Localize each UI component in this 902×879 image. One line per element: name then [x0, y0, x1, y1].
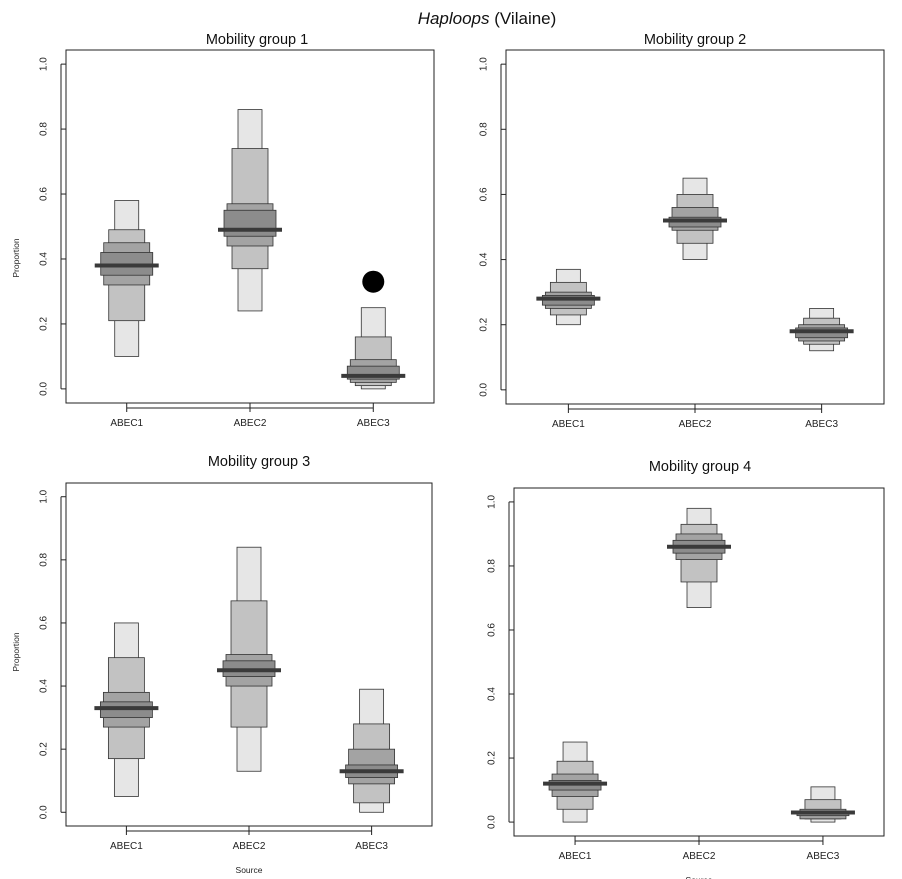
- y-tick-label: 0.2: [39, 317, 50, 331]
- y-tick-label: 0.2: [479, 317, 490, 331]
- y-tick-label: 0.6: [487, 623, 498, 637]
- x-tick-label: ABEC3: [357, 418, 390, 429]
- box-ABEC3: [790, 786, 855, 823]
- box-ABEC1: [94, 622, 159, 797]
- x-tick-label: ABEC3: [355, 841, 388, 852]
- y-tick-label: 0.0: [39, 381, 50, 395]
- box-ABEC1: [536, 268, 601, 326]
- observed-point: [362, 270, 385, 293]
- y-tick-label: 0.8: [479, 122, 490, 136]
- panel-1: Mobility group 1 0.0 0.2 0.4 0.6 0.8 1.0 Propor…: [11, 32, 435, 429]
- y-tick-label: 0.6: [39, 616, 50, 630]
- box-ABEC2: [218, 109, 282, 312]
- y-axis-label: Proportion: [11, 632, 21, 671]
- y-tick-label: 1.0: [487, 495, 498, 509]
- box-ABEC3: [341, 307, 406, 390]
- x-tick-label: ABEC2: [233, 841, 266, 852]
- y-tick-label: 0.8: [487, 559, 498, 573]
- box-ABEC2: [217, 546, 281, 772]
- x-axis-label: Source: [686, 875, 713, 879]
- box-ABEC1: [543, 741, 608, 823]
- y-tick-label: 0.6: [479, 187, 490, 201]
- y-tick-label: 0.0: [479, 382, 490, 396]
- x-tick-label: ABEC2: [679, 419, 712, 430]
- box-ABEC3: [789, 308, 854, 352]
- box-ABEC1: [94, 200, 159, 357]
- y-tick-label: 0.0: [487, 815, 498, 829]
- y-tick-label: 1.0: [479, 57, 490, 71]
- y-tick-label: 0.6: [39, 187, 50, 201]
- panel-2: Mobility group 2 0.0 0.2 0.4 0.6 0.8 1.0 ABEC1 A…: [479, 32, 885, 430]
- box-ABEC2: [667, 507, 731, 608]
- y-tick-label: 0.8: [39, 122, 50, 136]
- y-tick-label: 0.2: [39, 742, 50, 756]
- box-ABEC3: [339, 688, 404, 813]
- y-axis-label: Proportion: [11, 238, 21, 277]
- x-axis-label: Source: [236, 865, 263, 875]
- x-tick-label: ABEC2: [683, 851, 716, 862]
- x-tick-label: ABEC1: [110, 841, 143, 852]
- panel-title: Mobility group 3: [208, 454, 310, 470]
- x-tick-label: ABEC1: [559, 851, 592, 862]
- y-tick-label: 1.0: [39, 57, 50, 71]
- figure-title: Haploops (Vilaine): [418, 9, 557, 28]
- y-tick-label: 0.4: [39, 679, 50, 693]
- x-tick-label: ABEC2: [234, 418, 267, 429]
- panel-title: Mobility group 1: [206, 32, 308, 48]
- figure-title-rest: (Vilaine): [490, 9, 557, 28]
- y-tick-label: 0.8: [39, 552, 50, 566]
- panel-4: Mobility group 4 0.0 0.2 0.4 0.6 0.8 1.0 ABEC1 A…: [487, 459, 885, 879]
- box-ABEC2: [663, 177, 727, 260]
- x-tick-label: ABEC1: [110, 418, 143, 429]
- x-tick-label: ABEC3: [807, 851, 840, 862]
- figure-title-italic: Haploops: [418, 9, 490, 28]
- panel-title: Mobility group 4: [649, 459, 751, 475]
- y-tick-label: 1.0: [39, 489, 50, 503]
- y-tick-label: 0.4: [479, 252, 490, 266]
- y-tick-label: 0.2: [487, 751, 498, 765]
- y-tick-label: 0.4: [487, 687, 498, 701]
- panel-3: Mobility group 3 0.0 0.2 0.4 0.6 0.8 1.0 Propor…: [11, 454, 433, 875]
- y-tick-label: 0.0: [39, 805, 50, 819]
- x-tick-label: ABEC1: [552, 419, 585, 430]
- panel-title: Mobility group 2: [644, 32, 746, 48]
- x-tick-label: ABEC3: [805, 419, 838, 430]
- y-tick-label: 0.4: [39, 252, 50, 266]
- credible-interval-ci50: [223, 209, 277, 237]
